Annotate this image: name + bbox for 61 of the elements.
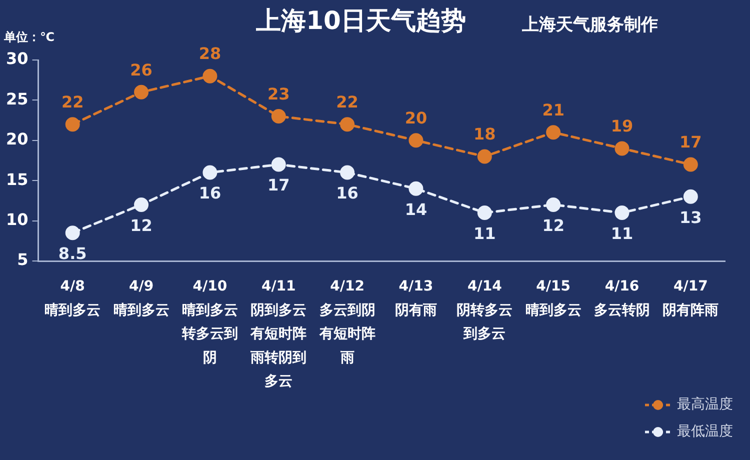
data-label: 20 xyxy=(404,108,428,128)
point xyxy=(65,226,80,240)
data-label: 12 xyxy=(542,216,564,235)
data-label: 17 xyxy=(267,176,290,195)
x-tick-label: 4/15 晴到多云 xyxy=(525,278,582,318)
data-label: 23 xyxy=(267,84,290,104)
chart-title: 上海10日天气趋势 xyxy=(256,6,466,35)
data-label: 22 xyxy=(61,92,84,112)
data-label: 21 xyxy=(542,100,564,120)
data-label: 16 xyxy=(336,184,358,203)
point xyxy=(202,165,218,180)
legend-label: 最低温度 xyxy=(677,424,733,440)
x-tick-label: 4/9 晴到多云 xyxy=(113,278,170,318)
point xyxy=(271,157,286,172)
y-tick-label: 30 xyxy=(6,49,28,68)
y-tick-label: 25 xyxy=(6,89,28,108)
x-tick-label: 4/11 阴到多云有短时阵雨转阴到多云 xyxy=(250,278,307,390)
data-label: 26 xyxy=(130,60,152,80)
data-label: 12 xyxy=(130,216,152,235)
point xyxy=(614,206,630,220)
point xyxy=(408,181,424,196)
point xyxy=(477,149,492,164)
y-tick-label: 15 xyxy=(6,170,28,189)
data-label: 19 xyxy=(610,116,634,136)
point xyxy=(546,125,561,140)
x-tick-label: 4/10 晴到多云转多云到阴 xyxy=(180,278,238,366)
point xyxy=(683,157,698,172)
data-label: 14 xyxy=(404,200,428,219)
point xyxy=(340,117,355,132)
y-tick-label: 20 xyxy=(6,130,28,149)
legend-label: 最高温度 xyxy=(677,396,733,413)
data-label: 11 xyxy=(474,224,496,243)
data-label: 8.5 xyxy=(58,244,87,264)
point xyxy=(340,165,355,180)
x-tick-label: 4/13 阴有雨 xyxy=(394,278,437,318)
point xyxy=(546,197,561,212)
point xyxy=(134,197,149,212)
data-label: 17 xyxy=(680,132,702,152)
point xyxy=(202,68,218,84)
point xyxy=(614,141,630,156)
x-tick-label: 4/16 多云转阴 xyxy=(594,278,650,318)
data-label: 16 xyxy=(198,184,222,203)
point xyxy=(271,109,286,124)
point xyxy=(683,189,698,204)
x-tick-label: 4/12 多云到阴有短时阵雨 xyxy=(318,278,376,366)
point xyxy=(408,133,424,148)
y-axis-title: 单位：℃ xyxy=(4,29,55,46)
data-label: 13 xyxy=(680,208,702,227)
data-label: 18 xyxy=(474,124,496,144)
point xyxy=(477,206,492,220)
chart-subtitle: 上海天气服务制作 xyxy=(522,14,658,36)
y-tick-label: 10 xyxy=(6,210,28,229)
data-label: 28 xyxy=(198,44,222,64)
x-tick-label: 4/17 阴有阵雨 xyxy=(662,278,719,318)
data-label: 11 xyxy=(610,224,634,243)
point xyxy=(134,84,149,100)
y-tick-label: 5 xyxy=(17,250,28,270)
x-tick-label: 4/8 晴到多云 xyxy=(44,278,101,318)
x-tick-label: 4/14 阴转多云到多云 xyxy=(456,278,513,342)
data-label: 22 xyxy=(336,92,358,112)
point xyxy=(65,117,80,132)
